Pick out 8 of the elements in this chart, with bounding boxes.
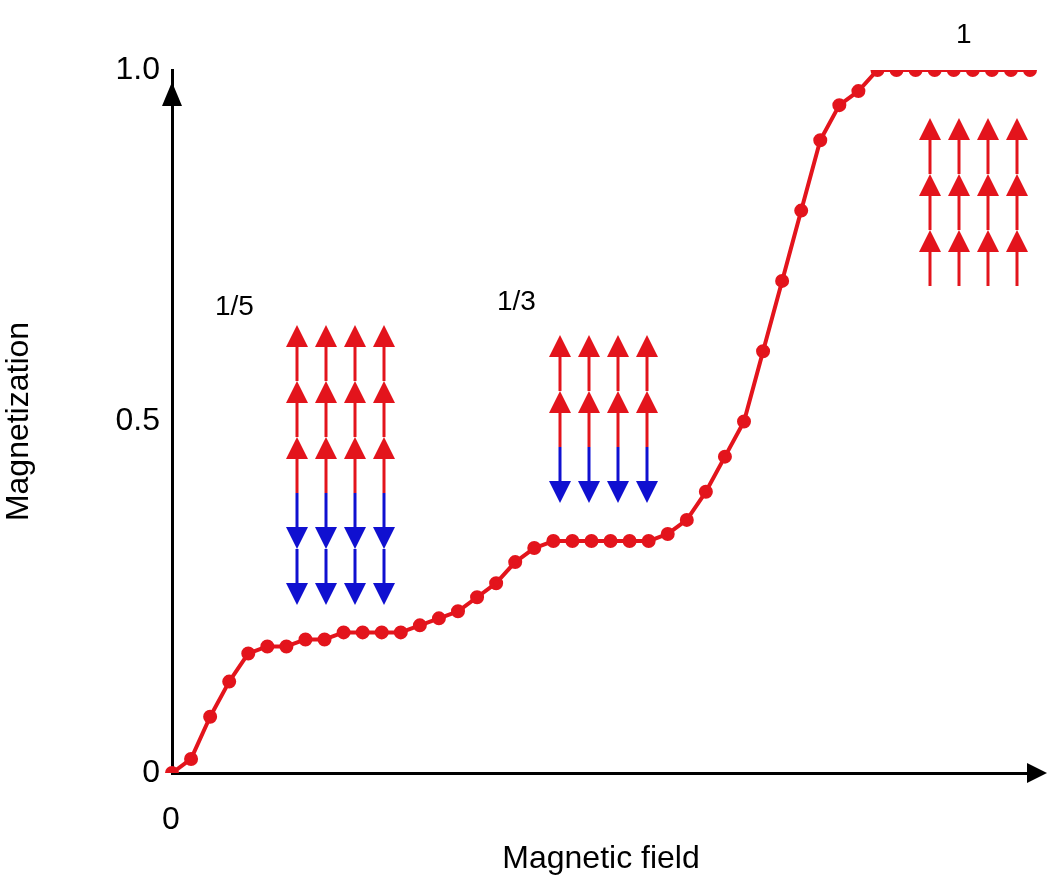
y-axis-title: Magnetization <box>0 321 36 522</box>
annotation: 1/5 <box>215 290 254 322</box>
x-axis-title: Magnetic field <box>502 838 700 875</box>
y-tick-label: 0.5 <box>115 401 160 438</box>
text: 1 <box>956 18 972 50</box>
y-tick-label: 1.0 <box>115 49 160 86</box>
y-tick-label: 0 <box>142 752 160 789</box>
annotation: 1/3 <box>497 285 536 317</box>
